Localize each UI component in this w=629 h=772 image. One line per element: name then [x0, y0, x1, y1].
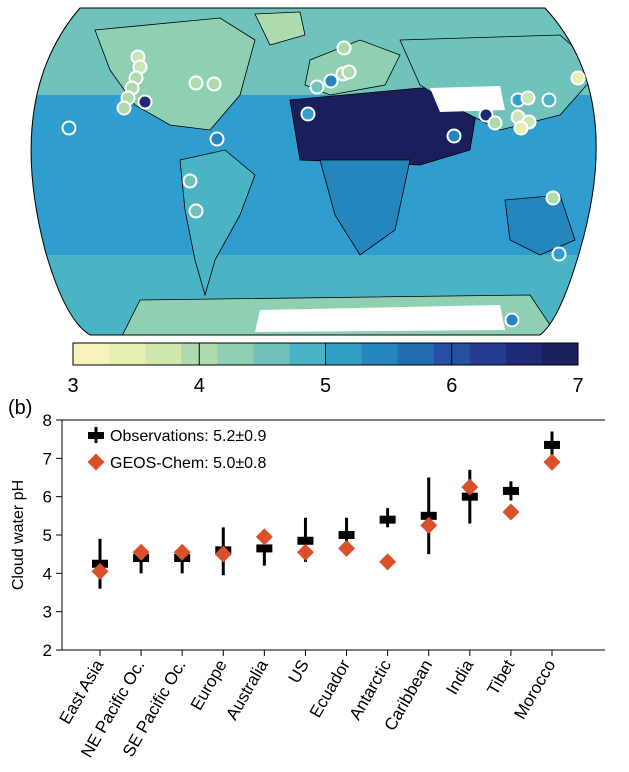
colorbar-tick-label: 3	[67, 375, 78, 397]
model-marker	[173, 543, 191, 561]
ph-colorbar: 3 4 5 6 7	[67, 342, 584, 397]
station-marker	[61, 120, 77, 136]
sahara-arabia-high-ph	[289, 87, 481, 166]
observation-stations	[61, 40, 586, 328]
observation-marker	[502, 486, 519, 495]
station-marker	[446, 128, 462, 144]
observation-marker	[420, 511, 437, 520]
station-marker	[520, 90, 536, 106]
colorbar-cell	[289, 343, 326, 365]
legend-observations-label: Observations: 5.2±0.9	[110, 428, 267, 445]
colorbar-cell	[325, 343, 363, 365]
station-marker	[182, 173, 198, 189]
station-marker	[188, 203, 204, 219]
legend-observations-marker	[88, 427, 104, 443]
global-ph-map	[30, 7, 597, 336]
colorbar-cell	[217, 343, 254, 365]
station-marker	[300, 106, 316, 122]
observation-marker	[461, 492, 478, 501]
colorbar-cell	[73, 343, 110, 365]
x-tick-label: India	[442, 656, 477, 698]
legend-model-marker	[87, 453, 105, 471]
y-tick-label: 4	[43, 564, 52, 583]
station-marker	[341, 64, 357, 80]
colorbar-cell	[469, 343, 507, 365]
observation-marker	[379, 515, 396, 524]
greenland-land	[254, 11, 306, 46]
antarctica-no-data	[255, 305, 505, 332]
station-marker	[541, 92, 557, 108]
y-tick-label: 2	[43, 641, 52, 660]
colorbar-cell	[145, 343, 182, 365]
station-marker	[513, 120, 529, 136]
model-marker	[379, 553, 397, 571]
x-tick-label: US	[285, 657, 313, 687]
station-marker	[551, 246, 567, 262]
north-america-land	[94, 17, 256, 131]
map-outline	[30, 7, 597, 336]
panel-label: (b)	[8, 397, 32, 419]
model-marker	[338, 539, 356, 557]
model-marker	[255, 528, 273, 546]
y-ticks: 2 3 4 5 6 7 8	[43, 411, 62, 660]
colorbar-cell	[109, 343, 146, 365]
station-marker	[504, 312, 520, 328]
legend-model-label: GEOS-Chem: 5.0±0.8	[110, 455, 267, 472]
colorbar-cell	[541, 343, 579, 365]
model-marker	[543, 453, 561, 471]
station-marker	[116, 100, 132, 116]
x-tick-label: Tibet	[483, 656, 518, 698]
x-tick-label: Europe	[187, 657, 231, 714]
station-marker	[137, 94, 153, 110]
south-america-land	[179, 149, 256, 297]
y-tick-label: 8	[43, 411, 52, 430]
himalaya-no-data	[430, 86, 505, 112]
colorbar-tick-label: 4	[194, 375, 205, 397]
station-marker	[323, 73, 339, 89]
observation-marker	[297, 536, 314, 545]
observation-marker	[544, 440, 560, 449]
colorbar-tick-label: 5	[320, 375, 331, 397]
africa-south-land	[319, 159, 411, 256]
station-marker	[309, 79, 325, 95]
station-marker	[570, 70, 586, 86]
observation-marker	[338, 531, 355, 539]
station-marker	[336, 40, 352, 56]
colorbar-tick-label: 6	[446, 375, 457, 397]
colorbar-cell	[253, 343, 290, 365]
y-tick-label: 3	[43, 603, 52, 622]
map-field	[31, 8, 597, 335]
colorbar-cell	[505, 343, 543, 365]
y-tick-label: 7	[43, 449, 52, 468]
station-marker	[206, 76, 222, 92]
colorbar-cell	[361, 343, 399, 365]
y-axis-label: Cloud water pH	[10, 480, 27, 590]
model-marker	[502, 503, 520, 521]
station-marker	[545, 190, 561, 206]
observation-marker	[256, 544, 273, 553]
model-marker	[296, 543, 314, 561]
legend: Observations: 5.2±0.9 GEOS-Chem: 5.0±0.8	[87, 427, 267, 472]
colorbar-cell	[397, 343, 435, 365]
station-marker	[487, 115, 503, 131]
colorbar-tick-label: 7	[572, 375, 583, 397]
y-tick-label: 5	[43, 526, 52, 545]
station-marker	[209, 131, 225, 147]
model-marker	[132, 543, 150, 561]
station-marker	[188, 75, 204, 91]
y-tick-label: 6	[43, 488, 52, 507]
